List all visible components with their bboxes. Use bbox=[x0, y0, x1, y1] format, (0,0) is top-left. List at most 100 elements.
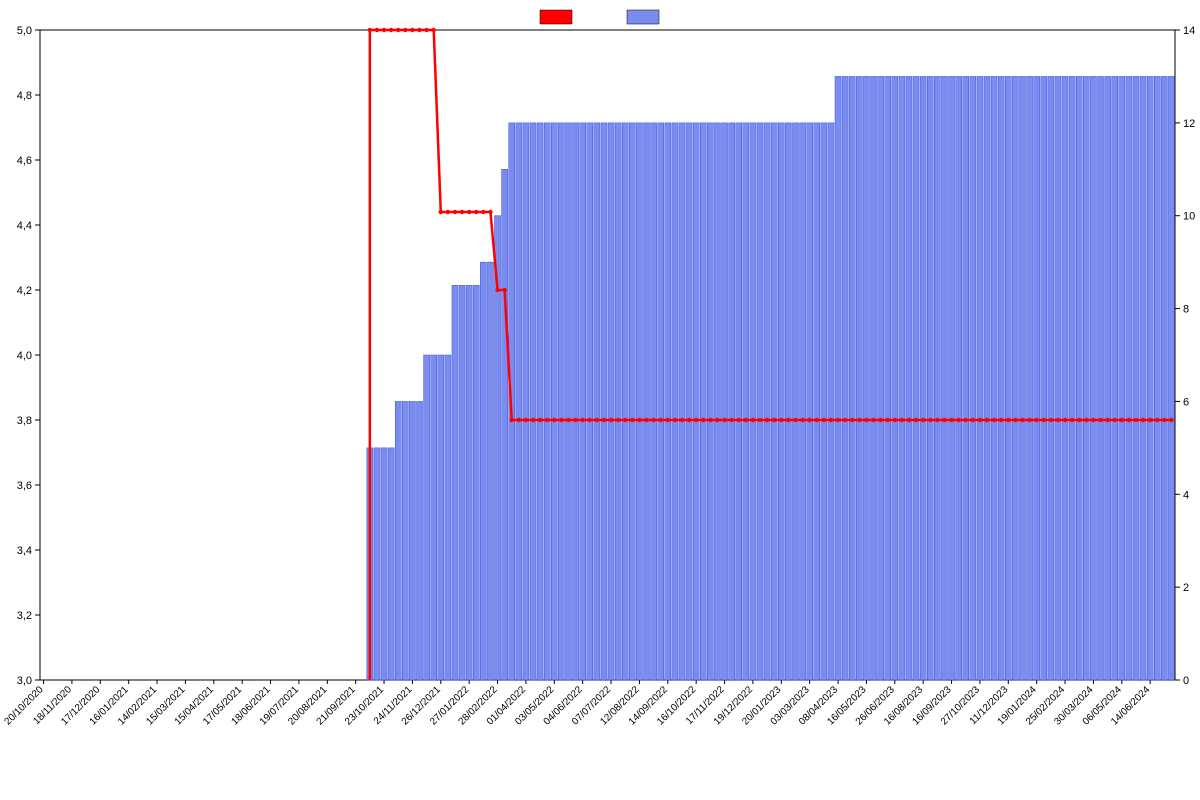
line-marker bbox=[971, 418, 975, 422]
line-marker bbox=[673, 418, 677, 422]
bar bbox=[622, 123, 628, 680]
bar bbox=[906, 76, 912, 680]
bar bbox=[459, 285, 465, 680]
bar bbox=[679, 123, 685, 680]
bar bbox=[941, 76, 947, 680]
line-marker bbox=[1105, 418, 1109, 422]
bar bbox=[424, 355, 430, 680]
bar bbox=[1048, 76, 1054, 680]
bar bbox=[580, 123, 586, 680]
bar bbox=[1012, 76, 1018, 680]
bar bbox=[381, 448, 387, 680]
bar bbox=[615, 123, 621, 680]
line-marker bbox=[836, 418, 840, 422]
line-marker bbox=[396, 28, 400, 32]
line-marker bbox=[850, 418, 854, 422]
line-marker bbox=[1148, 418, 1152, 422]
bar bbox=[1161, 76, 1167, 680]
line-marker bbox=[1056, 418, 1060, 422]
line-marker bbox=[893, 418, 897, 422]
line-marker bbox=[807, 418, 811, 422]
line-marker bbox=[510, 418, 514, 422]
line-marker bbox=[488, 210, 492, 214]
line-marker bbox=[644, 418, 648, 422]
bar bbox=[409, 401, 415, 680]
left-tick-label: 4,8 bbox=[17, 90, 32, 102]
line-marker bbox=[744, 418, 748, 422]
line-marker bbox=[956, 418, 960, 422]
bar bbox=[445, 355, 451, 680]
line-marker bbox=[1063, 418, 1067, 422]
bar bbox=[466, 285, 472, 680]
line-marker bbox=[949, 418, 953, 422]
bar bbox=[651, 123, 657, 680]
line-marker bbox=[793, 418, 797, 422]
line-marker bbox=[751, 418, 755, 422]
line-marker bbox=[992, 418, 996, 422]
line-marker bbox=[559, 418, 563, 422]
left-tick-label: 3,4 bbox=[17, 545, 32, 557]
bar bbox=[665, 123, 671, 680]
line-marker bbox=[602, 418, 606, 422]
right-tick-label: 6 bbox=[1183, 396, 1189, 408]
line-marker bbox=[878, 418, 882, 422]
line-marker bbox=[1141, 418, 1145, 422]
line-marker bbox=[666, 418, 670, 422]
line-marker bbox=[382, 28, 386, 32]
line-marker bbox=[999, 418, 1003, 422]
bar bbox=[863, 76, 869, 680]
bar bbox=[374, 448, 380, 680]
line-marker bbox=[403, 28, 407, 32]
bar bbox=[644, 123, 650, 680]
left-tick-label: 3,0 bbox=[17, 675, 32, 687]
bar bbox=[473, 285, 479, 680]
line-marker bbox=[1042, 418, 1046, 422]
bar bbox=[778, 123, 784, 680]
line-marker bbox=[545, 418, 549, 422]
bar bbox=[431, 355, 437, 680]
bar bbox=[1168, 76, 1174, 680]
left-tick-label: 3,8 bbox=[17, 415, 32, 427]
line-marker bbox=[439, 210, 443, 214]
bar bbox=[934, 76, 940, 680]
left-tick-label: 4,2 bbox=[17, 285, 32, 297]
bar bbox=[636, 123, 642, 680]
right-tick-label: 2 bbox=[1183, 582, 1189, 594]
right-tick-label: 12 bbox=[1183, 118, 1195, 130]
bar bbox=[878, 76, 884, 680]
line-marker bbox=[1034, 418, 1038, 422]
bar bbox=[502, 169, 508, 680]
line-marker bbox=[1070, 418, 1074, 422]
left-tick-label: 4,6 bbox=[17, 155, 32, 167]
line-marker bbox=[623, 418, 627, 422]
plot-border bbox=[40, 30, 1175, 680]
line-marker bbox=[907, 418, 911, 422]
line-marker bbox=[914, 418, 918, 422]
line-marker bbox=[588, 418, 592, 422]
legend bbox=[540, 10, 659, 24]
line-marker bbox=[630, 418, 634, 422]
bar bbox=[714, 123, 720, 680]
bar bbox=[417, 401, 423, 680]
bar bbox=[828, 123, 834, 680]
bar bbox=[1140, 76, 1146, 680]
line-marker bbox=[417, 28, 421, 32]
bar bbox=[927, 76, 933, 680]
bar bbox=[438, 355, 444, 680]
line-marker bbox=[580, 418, 584, 422]
bar bbox=[1112, 76, 1118, 680]
bar bbox=[899, 76, 905, 680]
bar bbox=[1034, 76, 1040, 680]
line-marker bbox=[800, 418, 804, 422]
bar bbox=[984, 76, 990, 680]
bar bbox=[558, 123, 564, 680]
bar bbox=[977, 76, 983, 680]
bar bbox=[970, 76, 976, 680]
bar bbox=[402, 401, 408, 680]
line-marker bbox=[368, 28, 372, 32]
line-marker bbox=[566, 418, 570, 422]
line-marker bbox=[432, 28, 436, 32]
bar bbox=[551, 123, 557, 680]
bar bbox=[842, 76, 848, 680]
bar bbox=[629, 123, 635, 680]
